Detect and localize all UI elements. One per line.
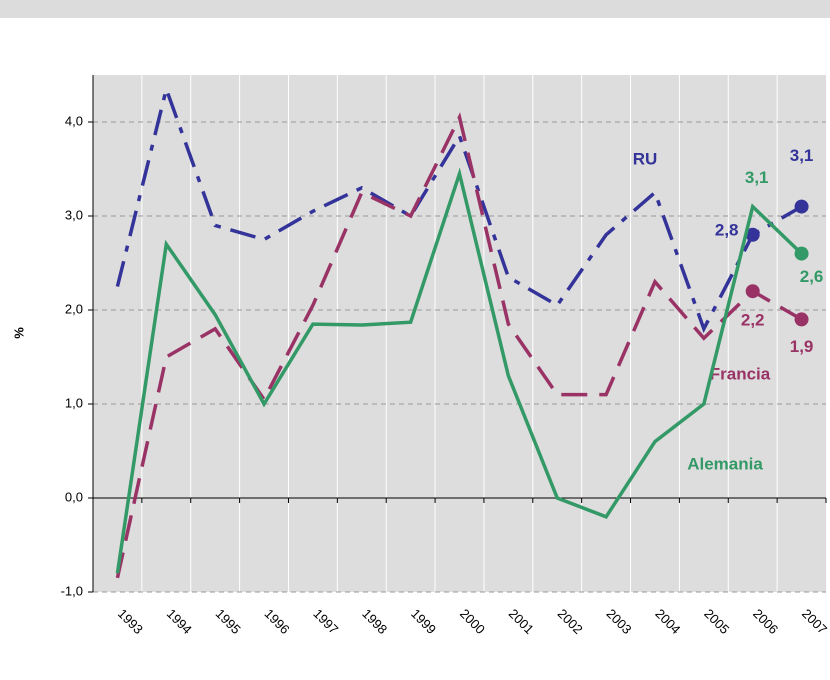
value-label: 2,2 bbox=[741, 311, 765, 330]
x-tick-label: 1993 bbox=[115, 606, 146, 637]
y-tick-label: 0,0 bbox=[65, 489, 83, 504]
y-tick-label: 3,0 bbox=[65, 207, 83, 222]
x-tick-label: 2007 bbox=[799, 606, 830, 637]
point-marker bbox=[794, 246, 809, 261]
value-label: 3,1 bbox=[745, 168, 769, 187]
x-tick-label: 1996 bbox=[261, 606, 292, 637]
x-tick-label: 1994 bbox=[164, 606, 195, 637]
x-tick-label: 1995 bbox=[213, 606, 244, 637]
point-marker bbox=[745, 227, 760, 242]
point-marker bbox=[794, 199, 809, 214]
y-tick-label: 1,0 bbox=[65, 395, 83, 410]
top-bar bbox=[0, 0, 830, 18]
x-tick-label: 2002 bbox=[555, 606, 586, 637]
plot-area bbox=[93, 75, 826, 592]
series-label: RU bbox=[633, 149, 658, 168]
y-tick-label: 4,0 bbox=[65, 113, 83, 128]
x-tick-label: 2001 bbox=[506, 606, 537, 637]
series-line bbox=[115, 83, 803, 334]
x-tick-label: 1998 bbox=[359, 606, 390, 637]
series-label: Alemania bbox=[687, 454, 763, 473]
y-tick-label: 2,0 bbox=[65, 301, 83, 316]
point-marker bbox=[745, 284, 760, 299]
x-tick-label: 2000 bbox=[457, 606, 488, 637]
value-label: 1,9 bbox=[790, 337, 814, 356]
x-tick-label: 2004 bbox=[652, 606, 683, 637]
series-line bbox=[115, 112, 803, 579]
x-tick-label: 2006 bbox=[750, 606, 781, 637]
value-label: 2,6 bbox=[800, 267, 824, 286]
series-line bbox=[115, 167, 803, 574]
point-marker bbox=[794, 312, 809, 327]
x-tick-label: 2005 bbox=[701, 606, 732, 637]
series-label: Francia bbox=[710, 364, 771, 383]
x-tick-label: 2003 bbox=[604, 606, 635, 637]
value-label: 3,1 bbox=[790, 146, 814, 165]
x-tick-label: 1997 bbox=[310, 606, 341, 637]
y-axis-label: % bbox=[11, 327, 26, 339]
y-tick-label: -1,0 bbox=[61, 583, 83, 598]
x-tick-label: 1999 bbox=[408, 606, 439, 637]
value-label: 2,8 bbox=[715, 220, 739, 239]
